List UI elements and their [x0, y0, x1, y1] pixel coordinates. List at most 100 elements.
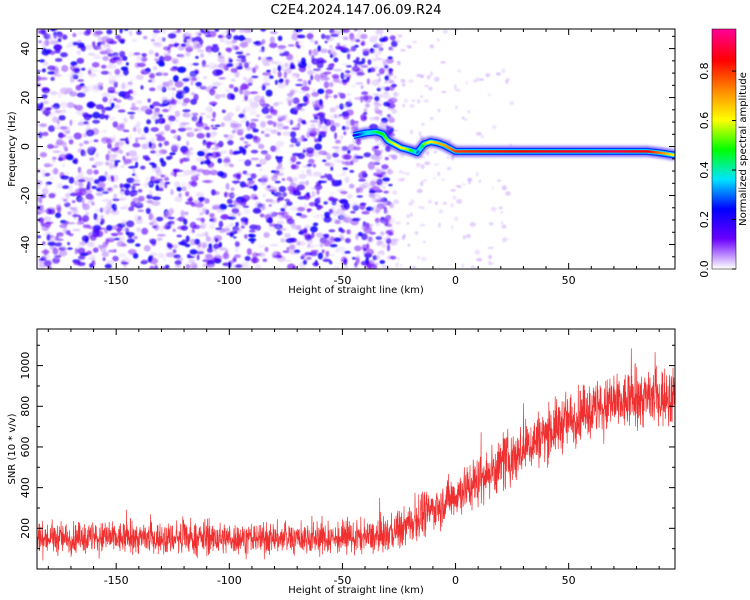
noise-spot	[297, 68, 305, 71]
figure-title: C2E4.2024.147.06.09.R24	[270, 3, 441, 18]
noise-spot	[186, 154, 190, 161]
noise-spot	[112, 198, 120, 202]
noise-spot	[430, 71, 433, 77]
noise-spot	[75, 104, 83, 111]
noise-spot	[393, 129, 399, 132]
colorbar-step	[712, 117, 736, 120]
noise-spot	[400, 79, 406, 83]
noise-spot	[331, 74, 340, 79]
noise-spot	[323, 216, 332, 223]
noise-spot	[61, 163, 66, 168]
noise-spot	[187, 255, 195, 259]
noise-spot	[243, 208, 251, 215]
noise-spot	[488, 254, 492, 260]
noise-spot	[391, 108, 398, 114]
noise-spot	[346, 193, 353, 199]
noise-spot	[437, 108, 441, 113]
noise-spot	[149, 87, 156, 92]
noise-spot	[355, 82, 364, 85]
noise-spot	[107, 150, 111, 155]
noise-spot	[379, 94, 383, 98]
noise-spot	[127, 235, 133, 239]
noise-spot	[137, 62, 146, 68]
noise-spot	[312, 222, 319, 227]
noise-spot	[310, 123, 316, 128]
noise-spot	[239, 29, 245, 34]
noise-spot	[375, 150, 378, 156]
noise-spot	[383, 201, 387, 206]
colorbar-step	[712, 43, 736, 46]
noise-spot	[110, 147, 119, 152]
noise-spot	[40, 222, 45, 227]
noise-spot	[112, 121, 119, 128]
noise-spot	[268, 216, 273, 224]
noise-spot	[307, 79, 312, 85]
noise-spot	[187, 184, 192, 189]
noise-spot	[311, 190, 316, 198]
x-tick-label: -150	[104, 574, 129, 587]
noise-spot	[421, 122, 425, 126]
noise-spot	[83, 140, 90, 145]
noise-spot	[269, 105, 274, 113]
noise-spot	[38, 217, 42, 222]
noise-spot	[123, 158, 132, 164]
colorbar-step	[712, 29, 736, 32]
noise-spot	[78, 190, 88, 196]
noise-spot	[299, 229, 308, 234]
noise-spot	[502, 238, 505, 244]
noise-spot	[228, 212, 238, 216]
colorbar-step	[712, 241, 736, 244]
colorbar-frame	[711, 28, 737, 270]
colorbar-step	[712, 159, 736, 162]
noise-spot	[192, 200, 202, 204]
noise-spot	[229, 232, 234, 238]
noise-spot	[356, 72, 365, 76]
noise-spot	[153, 42, 163, 48]
noise-spot	[290, 137, 298, 144]
noise-spot	[69, 91, 77, 97]
noise-spot	[241, 221, 246, 227]
noise-spot	[295, 83, 304, 87]
noise-spot	[318, 99, 323, 106]
noise-spot	[60, 175, 70, 180]
noise-spot	[359, 202, 367, 206]
noise-spot	[264, 133, 270, 138]
noise-spot	[47, 144, 54, 149]
noise-spot	[197, 241, 202, 248]
noise-spot	[500, 211, 504, 214]
noise-spot	[86, 29, 92, 34]
noise-spot	[275, 60, 283, 67]
noise-spot	[180, 225, 189, 231]
noise-spot	[223, 162, 231, 167]
noise-spot	[188, 259, 196, 264]
noise-spot	[270, 170, 276, 174]
noise-spot	[177, 66, 187, 73]
noise-spot	[292, 97, 300, 104]
noise-spot	[386, 234, 391, 240]
noise-spot	[335, 147, 340, 154]
noise-spot	[280, 207, 286, 212]
noise-spot	[382, 177, 391, 182]
noise-spot	[209, 225, 215, 229]
noise-spot	[501, 68, 506, 74]
noise-spot	[225, 182, 230, 190]
noise-spot	[277, 125, 284, 131]
noise-spot	[147, 98, 151, 103]
colorbar-step	[712, 193, 736, 196]
noise-spot	[180, 181, 188, 188]
noise-spot	[297, 122, 301, 129]
noise-spot	[379, 37, 386, 43]
noise-spot	[117, 253, 127, 258]
noise-spot	[273, 172, 279, 178]
colorbar-step	[712, 247, 736, 250]
noise-spot	[278, 185, 287, 193]
colorbar-step	[712, 85, 736, 88]
noise-spot	[210, 167, 215, 172]
noise-spot	[168, 43, 174, 48]
noise-spot	[281, 178, 286, 181]
noise-spot	[406, 44, 412, 48]
colorbar-step	[712, 65, 736, 68]
colorbar-step	[712, 45, 736, 48]
noise-spot	[175, 98, 182, 104]
noise-spot	[276, 220, 285, 225]
